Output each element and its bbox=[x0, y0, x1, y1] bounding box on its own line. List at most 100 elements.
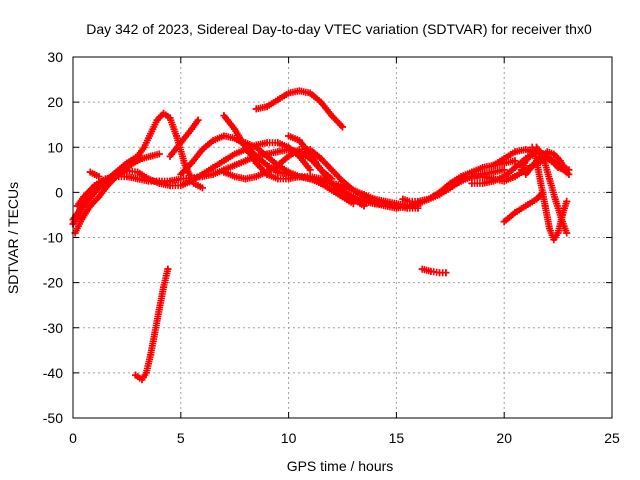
data-point bbox=[166, 177, 174, 185]
data-point bbox=[339, 123, 346, 131]
data-point bbox=[86, 168, 94, 176]
series-arc-23 bbox=[132, 265, 172, 384]
data-point bbox=[306, 166, 314, 174]
data-point bbox=[263, 161, 271, 169]
y-tick-label: -20 bbox=[43, 275, 63, 291]
data-point bbox=[140, 143, 148, 151]
data-point bbox=[399, 195, 407, 203]
data-point bbox=[132, 371, 140, 379]
y-tick-label: -10 bbox=[43, 230, 63, 246]
data-point bbox=[263, 152, 271, 160]
y-tick-label: -40 bbox=[43, 365, 63, 381]
data-point bbox=[134, 168, 142, 176]
data-point bbox=[177, 139, 185, 147]
data-point bbox=[522, 170, 530, 178]
data-point bbox=[339, 188, 346, 196]
data-point bbox=[436, 191, 444, 199]
series-arc-6 bbox=[166, 116, 202, 160]
data-point bbox=[91, 170, 99, 178]
data-point bbox=[172, 132, 180, 140]
data-point bbox=[198, 184, 206, 192]
x-tick-label: 15 bbox=[389, 430, 405, 446]
data-point bbox=[103, 182, 111, 190]
y-tick-label: 10 bbox=[47, 139, 63, 155]
y-tick-label: -30 bbox=[43, 320, 63, 336]
data-point bbox=[511, 157, 519, 165]
data-point bbox=[522, 202, 530, 210]
data-point bbox=[220, 112, 228, 120]
data-point bbox=[166, 114, 174, 122]
data-point bbox=[220, 132, 228, 140]
data-point bbox=[241, 139, 249, 147]
data-point bbox=[436, 269, 444, 277]
data-point bbox=[188, 125, 196, 133]
data-point bbox=[295, 87, 303, 95]
data-point bbox=[252, 173, 260, 181]
data-point bbox=[339, 177, 346, 185]
data-point bbox=[241, 175, 249, 183]
data-point bbox=[209, 136, 217, 144]
y-axis-label: SDTVAR / TECUs bbox=[5, 182, 21, 294]
data-point bbox=[349, 193, 357, 201]
data-point bbox=[285, 168, 293, 176]
data-point bbox=[392, 204, 400, 212]
data-point bbox=[80, 202, 88, 210]
data-point bbox=[479, 164, 487, 172]
data-point bbox=[511, 164, 519, 172]
data-point bbox=[188, 174, 196, 182]
data-point bbox=[500, 218, 508, 226]
data-point bbox=[479, 179, 487, 187]
data-point bbox=[539, 152, 547, 160]
data-point bbox=[517, 166, 525, 174]
data-point bbox=[522, 157, 530, 165]
data-point bbox=[285, 152, 293, 160]
data-point bbox=[198, 173, 206, 181]
data-point bbox=[274, 161, 282, 169]
data-point bbox=[317, 179, 325, 187]
data-point bbox=[274, 175, 282, 183]
data-point bbox=[112, 173, 120, 181]
data-point bbox=[231, 134, 239, 142]
data-point bbox=[129, 159, 137, 167]
data-point bbox=[425, 195, 433, 203]
data-point bbox=[147, 351, 155, 359]
data-point bbox=[306, 175, 314, 183]
data-point bbox=[86, 202, 94, 210]
data-point bbox=[164, 265, 172, 273]
data-point bbox=[252, 143, 260, 151]
data-point bbox=[153, 116, 161, 124]
data-point bbox=[252, 159, 260, 167]
data-point bbox=[263, 139, 271, 147]
data-point bbox=[295, 146, 303, 154]
data-point bbox=[177, 170, 185, 178]
series-arc-22 bbox=[533, 143, 571, 237]
data-point bbox=[405, 197, 413, 205]
data-point bbox=[231, 125, 239, 133]
data-point bbox=[550, 236, 558, 244]
data-point bbox=[101, 175, 109, 183]
data-point bbox=[349, 186, 357, 194]
y-tick-label: 20 bbox=[47, 94, 63, 110]
data-point bbox=[306, 150, 314, 158]
plot-border bbox=[72, 56, 613, 419]
data-point bbox=[166, 152, 174, 160]
data-point bbox=[231, 173, 239, 181]
data-point bbox=[545, 224, 553, 232]
data-point bbox=[138, 155, 146, 163]
data-point bbox=[457, 175, 465, 183]
series-arc-24 bbox=[418, 265, 450, 277]
data-point bbox=[543, 148, 551, 156]
data-point bbox=[500, 155, 508, 163]
data-point bbox=[328, 186, 336, 194]
data-point bbox=[533, 195, 541, 203]
data-point bbox=[80, 193, 88, 201]
data-points bbox=[69, 87, 573, 384]
data-point bbox=[328, 166, 336, 174]
data-point bbox=[155, 177, 163, 185]
data-point bbox=[194, 116, 202, 124]
data-point bbox=[285, 132, 293, 140]
data-point bbox=[209, 170, 217, 178]
data-point bbox=[556, 157, 564, 165]
data-point bbox=[274, 139, 282, 147]
